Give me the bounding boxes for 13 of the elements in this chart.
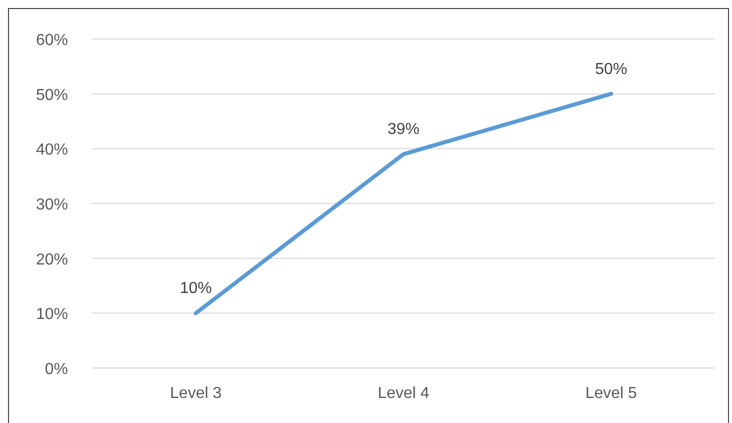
- x-tick-label: Level 5: [585, 385, 638, 402]
- data-label: 39%: [387, 121, 420, 138]
- y-tick-label: 20%: [36, 251, 68, 268]
- data-label: 10%: [180, 280, 212, 298]
- x-tick-label: Level 3: [170, 385, 222, 402]
- y-tick-label: 0%: [44, 361, 68, 378]
- y-tick-label: 30%: [36, 196, 68, 214]
- y-tick-label: 40%: [36, 142, 68, 159]
- y-tick-label: 50%: [36, 86, 68, 104]
- data-label: 50%: [595, 60, 628, 78]
- x-tick-label: Level 4: [378, 385, 430, 402]
- y-tick-label: 10%: [36, 306, 68, 324]
- y-tick-label: 60%: [36, 32, 68, 49]
